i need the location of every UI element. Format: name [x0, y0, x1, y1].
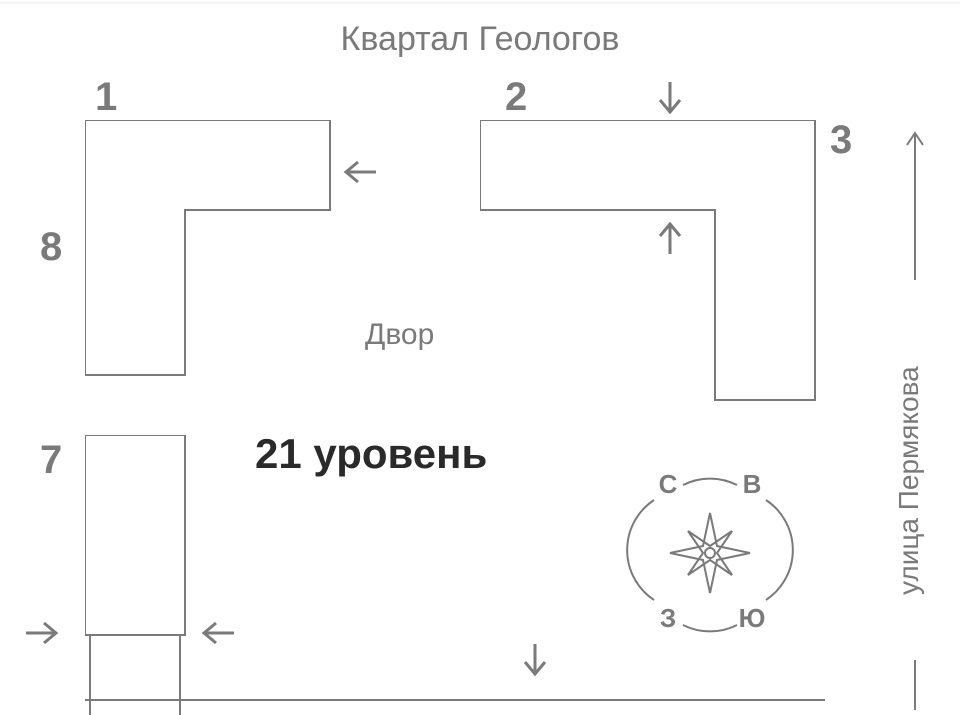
level-label: 21 уровень	[255, 430, 487, 478]
street-line-bottom-icon	[900, 660, 930, 710]
courtyard-label: Двор	[365, 318, 434, 352]
compass-icon: С В З Ю	[620, 465, 800, 645]
street-arrow-up-icon	[900, 125, 930, 285]
arrow-left-b7-right	[198, 618, 238, 648]
street-right-label: улица Пермякова	[893, 295, 925, 595]
building-number-2: 2	[505, 75, 527, 120]
top-divider	[0, 2, 960, 6]
svg-text:В: В	[743, 469, 762, 499]
arrow-down-bottom	[520, 640, 550, 680]
arrow-left-b1	[340, 157, 380, 187]
building-number-7: 7	[40, 438, 62, 483]
arrow-down-b2	[655, 78, 685, 118]
building-7-outline	[85, 435, 205, 715]
arrow-right-b7-left	[22, 618, 62, 648]
title-top: Квартал Геологов	[0, 20, 960, 59]
building-number-1: 1	[95, 75, 117, 120]
bottom-line	[85, 690, 825, 710]
building-number-8: 8	[40, 225, 62, 270]
building-2-3-outline	[480, 120, 825, 410]
arrow-up-b2	[655, 218, 685, 258]
building-1-outline	[85, 120, 345, 395]
svg-text:С: С	[659, 469, 678, 499]
building-number-3: 3	[830, 118, 852, 163]
svg-text:Ю: Ю	[739, 603, 766, 633]
svg-text:З: З	[660, 603, 676, 633]
